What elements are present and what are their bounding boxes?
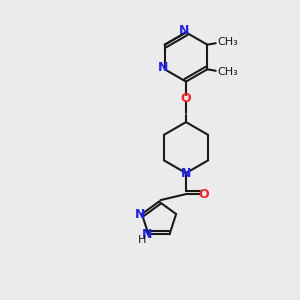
Text: N: N bbox=[142, 228, 152, 241]
Text: N: N bbox=[179, 24, 190, 38]
Text: H: H bbox=[138, 235, 146, 245]
Text: O: O bbox=[199, 188, 209, 201]
Text: CH₃: CH₃ bbox=[218, 37, 238, 47]
Text: N: N bbox=[181, 167, 191, 180]
Text: O: O bbox=[181, 92, 191, 105]
Text: N: N bbox=[135, 208, 146, 220]
Text: CH₃: CH₃ bbox=[218, 67, 238, 77]
Text: N: N bbox=[158, 61, 168, 74]
